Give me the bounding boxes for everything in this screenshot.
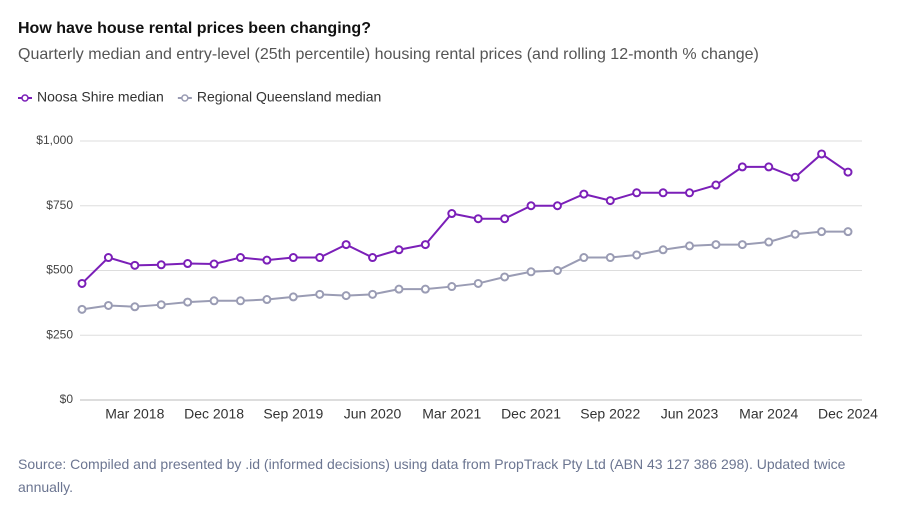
data-point bbox=[447, 209, 457, 219]
x-tick-label: Mar 2021 bbox=[422, 406, 481, 422]
data-point bbox=[473, 278, 483, 288]
data-point bbox=[315, 253, 325, 263]
data-point bbox=[632, 188, 642, 198]
data-point bbox=[658, 245, 668, 255]
data-point bbox=[288, 253, 298, 263]
data-point bbox=[235, 253, 245, 263]
data-point bbox=[209, 296, 219, 306]
data-point bbox=[526, 267, 536, 277]
data-point bbox=[420, 240, 430, 250]
data-point bbox=[579, 253, 589, 263]
y-tick-label: $500 bbox=[46, 263, 73, 277]
x-tick-label: Sep 2022 bbox=[580, 406, 640, 422]
data-point bbox=[341, 291, 351, 301]
data-point bbox=[130, 302, 140, 312]
data-point bbox=[500, 214, 510, 224]
data-point bbox=[817, 227, 827, 237]
data-point bbox=[183, 297, 193, 307]
data-point bbox=[262, 295, 272, 305]
data-point bbox=[368, 289, 378, 299]
data-point bbox=[156, 300, 166, 310]
x-tick-label: Dec 2024 bbox=[818, 406, 878, 422]
data-point bbox=[843, 167, 853, 177]
data-point bbox=[737, 162, 747, 172]
data-point bbox=[843, 227, 853, 237]
data-point bbox=[262, 255, 272, 265]
data-point bbox=[394, 245, 404, 255]
data-point bbox=[552, 266, 562, 275]
data-point bbox=[632, 250, 642, 260]
x-tick-label: Dec 2018 bbox=[184, 406, 244, 422]
series-line bbox=[81, 152, 849, 285]
legend-label: Regional Queensland median bbox=[197, 89, 381, 105]
x-tick-label: Sep 2019 bbox=[263, 406, 323, 422]
data-point bbox=[103, 253, 113, 263]
chart: $0 $250 $500 $750 $1,000 Mar 2018 Dec 2018 Sep … bbox=[18, 89, 878, 422]
data-point bbox=[500, 272, 510, 282]
data-point bbox=[103, 300, 113, 310]
data-point bbox=[447, 282, 457, 292]
data-point bbox=[209, 259, 219, 269]
data-point bbox=[711, 180, 721, 190]
y-tick-label: $750 bbox=[46, 198, 73, 212]
y-tick-label: $1,000 bbox=[36, 133, 73, 147]
data-point bbox=[764, 162, 774, 172]
data-point bbox=[77, 304, 87, 314]
data-point bbox=[552, 201, 562, 211]
data-point bbox=[685, 188, 695, 198]
x-tick-label: Jun 2020 bbox=[344, 406, 402, 422]
data-point bbox=[235, 296, 245, 306]
data-point bbox=[817, 149, 827, 159]
data-point bbox=[183, 259, 193, 269]
x-tick-label: Mar 2018 bbox=[105, 406, 164, 422]
data-point bbox=[790, 172, 800, 182]
legend-marker bbox=[181, 94, 189, 102]
x-tick-label: Jun 2023 bbox=[661, 406, 719, 422]
data-point bbox=[764, 237, 774, 247]
source-note: Source: Compiled and presented by .id (i… bbox=[18, 456, 846, 495]
data-point bbox=[156, 260, 166, 270]
data-point bbox=[711, 240, 721, 250]
data-point bbox=[605, 253, 615, 263]
data-point bbox=[473, 214, 483, 224]
y-tick-label: $250 bbox=[46, 327, 73, 341]
data-point bbox=[737, 240, 747, 250]
data-point bbox=[579, 189, 589, 199]
chart-subtitle: Quarterly median and entry-level (25th p… bbox=[18, 46, 759, 63]
data-point bbox=[341, 240, 351, 250]
chart-title: How have house rental prices been changi… bbox=[18, 20, 371, 37]
legend-marker bbox=[21, 94, 29, 102]
data-point bbox=[685, 241, 695, 251]
data-point bbox=[526, 201, 536, 211]
data-point bbox=[420, 284, 430, 294]
y-tick-label: $0 bbox=[60, 392, 74, 406]
data-point bbox=[315, 289, 325, 299]
data-point bbox=[394, 284, 404, 294]
data-point bbox=[130, 260, 140, 270]
legend-label: Noosa Shire median bbox=[37, 89, 164, 105]
data-point bbox=[605, 196, 615, 206]
data-point bbox=[368, 253, 378, 263]
x-tick-label: Mar 2024 bbox=[739, 406, 798, 422]
data-point bbox=[658, 188, 668, 198]
data-point bbox=[77, 278, 87, 288]
x-tick-label: Dec 2021 bbox=[501, 406, 561, 422]
data-point bbox=[790, 229, 800, 239]
data-point bbox=[288, 292, 298, 302]
